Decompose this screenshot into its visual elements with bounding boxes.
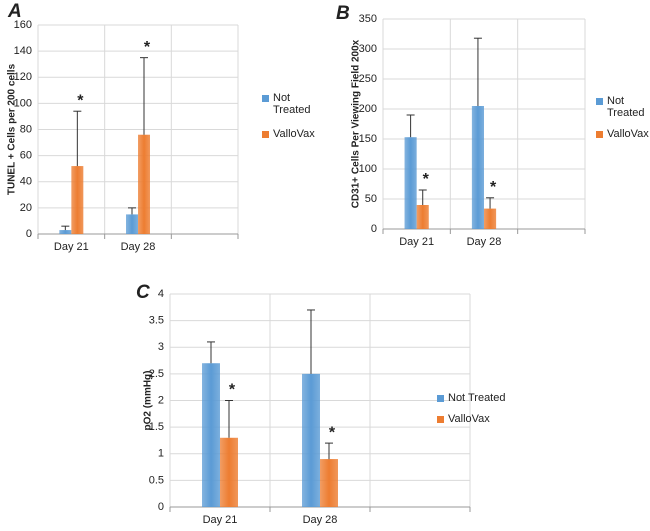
legend-swatch <box>437 395 444 402</box>
bar <box>320 459 338 507</box>
legend-item: Not Treated <box>596 95 648 119</box>
legend-label: Not Treated <box>448 392 506 404</box>
x-tick-label: Day 28 <box>467 236 502 248</box>
significance-marker: * <box>329 424 336 441</box>
legend-item: Not Treated <box>437 392 557 404</box>
y-tick-label: 20 <box>20 202 32 214</box>
bar <box>404 137 417 229</box>
y-tick-label: 1.5 <box>149 421 164 433</box>
y-tick-label: 50 <box>365 193 377 205</box>
y-tick-label: 0 <box>371 223 377 235</box>
bar <box>138 134 150 234</box>
legend-label: Not Treated <box>273 92 311 116</box>
legend-label: Not Treated <box>607 95 645 119</box>
legend-swatch <box>596 131 603 138</box>
y-tick-label: 100 <box>14 97 32 109</box>
x-tick-label: Day 28 <box>303 514 338 526</box>
y-tick-label: 80 <box>20 123 32 135</box>
x-tick-label: Day 21 <box>54 241 89 253</box>
significance-marker: * <box>77 92 84 109</box>
y-tick-label: 2.5 <box>149 368 164 380</box>
y-tick-label: 2 <box>158 394 164 406</box>
x-tick-label: Day 28 <box>121 241 156 253</box>
panel-title: A <box>7 1 22 22</box>
bar <box>416 205 429 229</box>
legend-item: ValloVax <box>437 413 557 425</box>
y-tick-label: 160 <box>14 19 32 31</box>
significance-marker: * <box>229 382 236 399</box>
legend-swatch <box>262 131 269 138</box>
significance-marker: * <box>490 179 497 196</box>
panel-title: B <box>336 3 350 24</box>
significance-marker: * <box>423 171 430 188</box>
legend-swatch <box>596 98 603 105</box>
y-axis-label: CD31+ Cells Per Viewing Field 200x <box>351 39 362 208</box>
legend-swatch <box>262 95 269 102</box>
y-tick-label: 150 <box>359 133 377 145</box>
y-tick-label: 200 <box>359 103 377 115</box>
bar <box>471 106 484 229</box>
y-tick-label: 100 <box>359 163 377 175</box>
y-tick-label: 1 <box>158 448 164 460</box>
legend-label: ValloVax <box>448 413 490 425</box>
x-tick-label: Day 21 <box>399 236 434 248</box>
legend-label: ValloVax <box>607 128 649 140</box>
y-tick-label: 250 <box>359 73 377 85</box>
bar <box>59 230 72 234</box>
bar <box>126 214 138 234</box>
bar <box>71 166 84 234</box>
y-tick-label: 4 <box>158 288 164 300</box>
legend-label: ValloVax <box>273 128 315 140</box>
bar <box>302 373 320 507</box>
legend-item: ValloVax <box>262 128 318 140</box>
significance-marker: * <box>144 39 151 56</box>
legend-swatch <box>437 416 444 423</box>
y-tick-label: 60 <box>20 150 32 162</box>
y-tick-label: 40 <box>20 176 32 188</box>
bar <box>484 208 497 229</box>
legend-item: Not Treated <box>262 92 318 116</box>
y-tick-label: 350 <box>359 13 377 25</box>
y-tick-label: 3 <box>158 341 164 353</box>
y-axis-label: TUNEL + Cells per 200 cells <box>7 63 18 195</box>
bar <box>220 437 238 507</box>
y-tick-label: 3.5 <box>149 315 164 327</box>
bar <box>202 363 220 507</box>
y-tick-label: 140 <box>14 45 32 57</box>
y-axis-label: pO2 (mmHg) <box>143 371 154 431</box>
y-tick-label: 0.5 <box>149 474 164 486</box>
y-tick-label: 0 <box>158 501 164 513</box>
legend-item: ValloVax <box>596 128 649 140</box>
y-tick-label: 300 <box>359 43 377 55</box>
y-tick-label: 120 <box>14 71 32 83</box>
panel-title: C <box>136 282 150 303</box>
y-tick-label: 0 <box>26 228 32 240</box>
x-tick-label: Day 21 <box>203 514 238 526</box>
